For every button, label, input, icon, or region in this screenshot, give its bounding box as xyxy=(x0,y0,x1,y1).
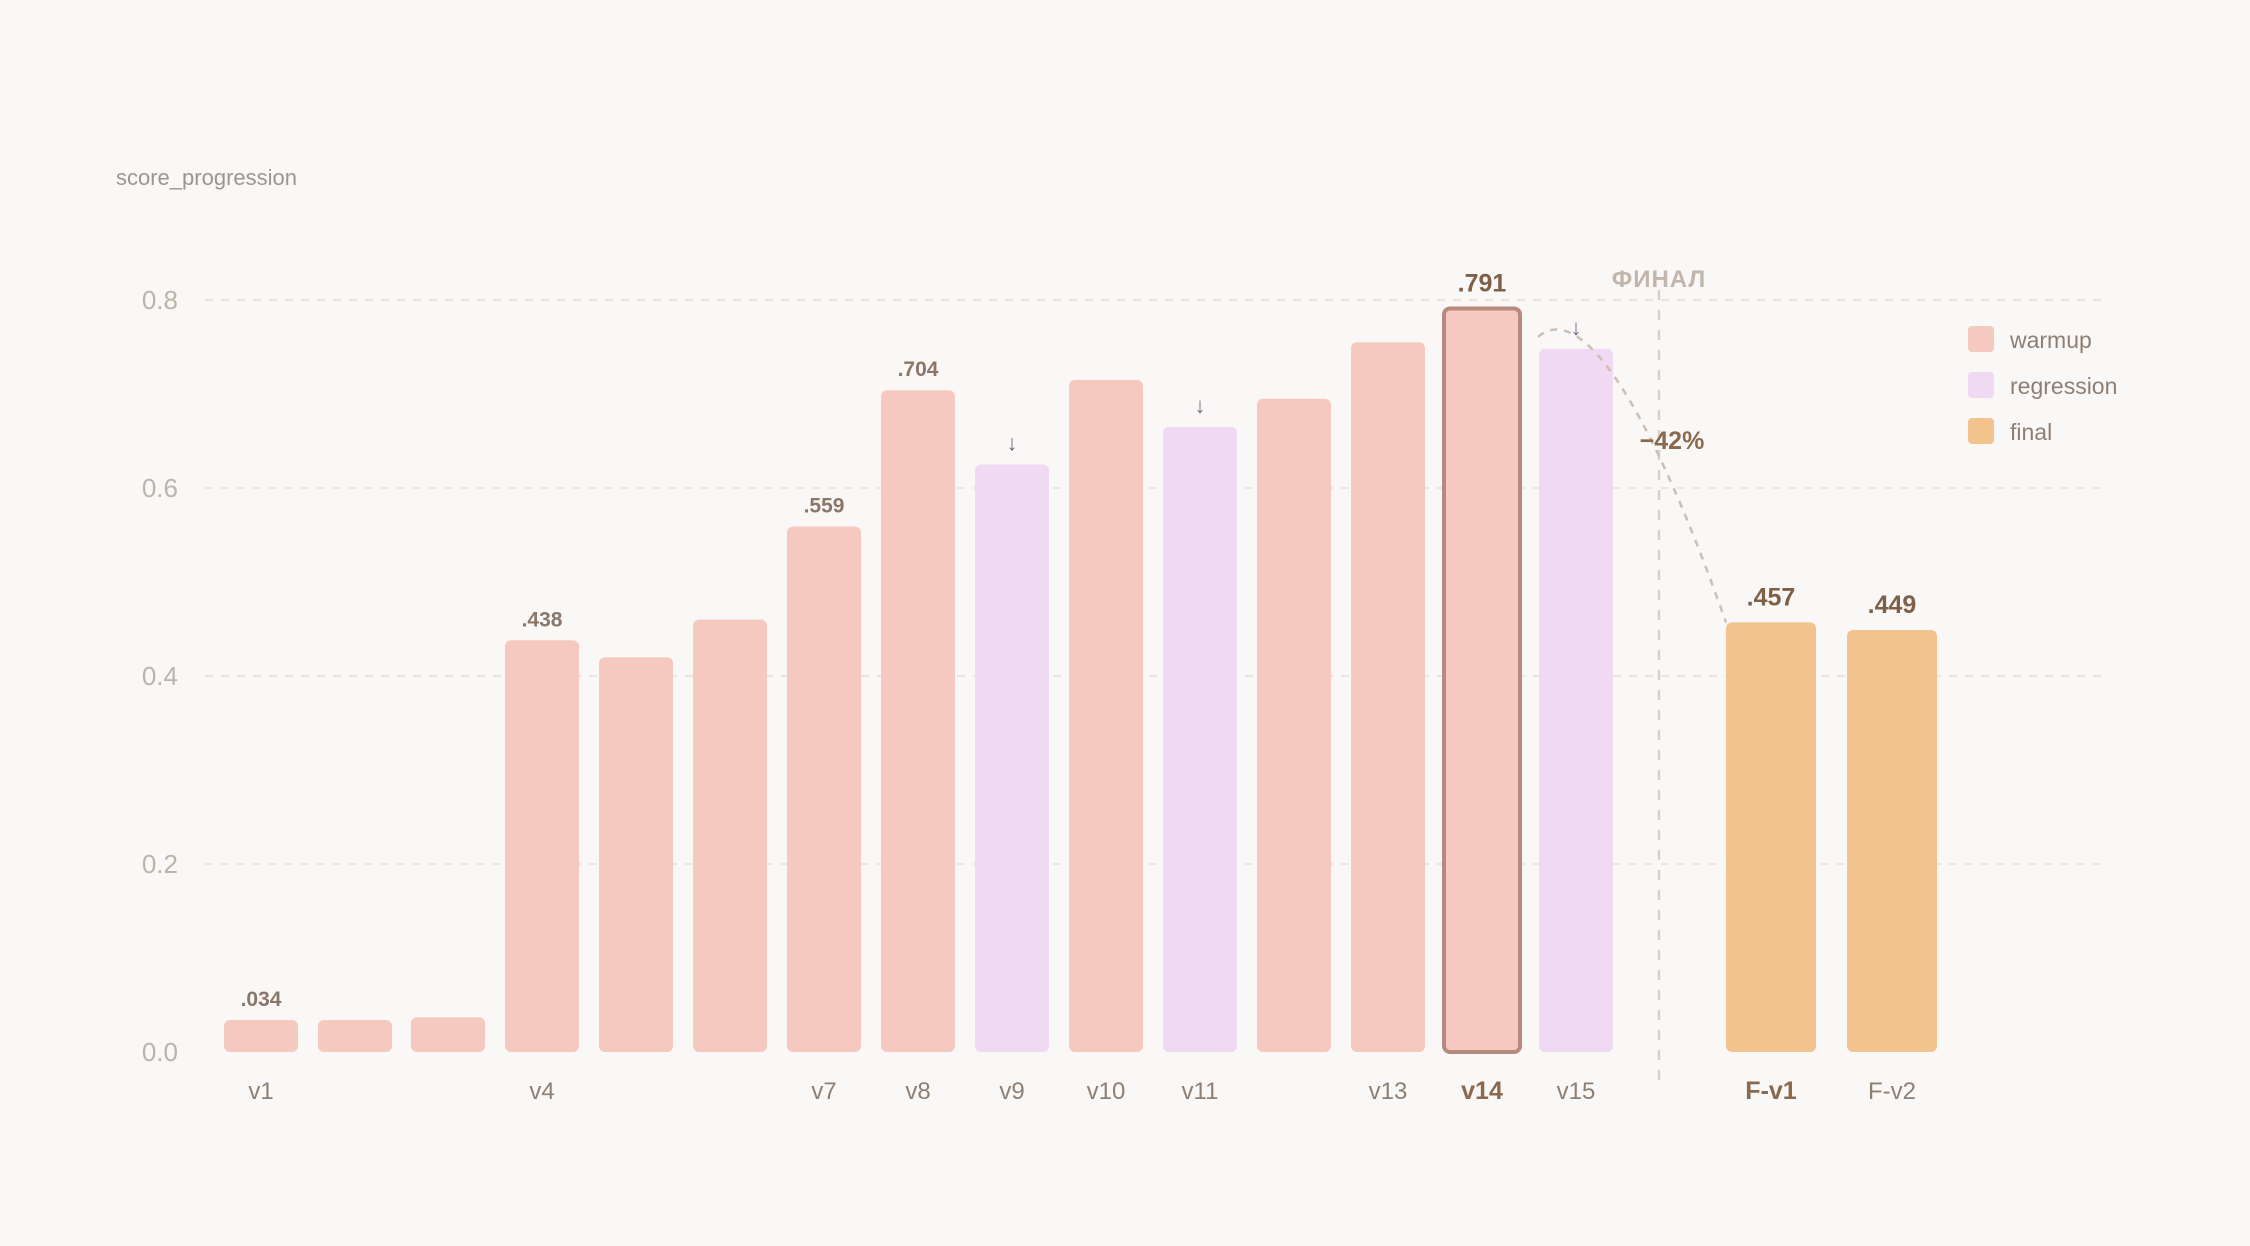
y-tick-label: 0.8 xyxy=(142,285,178,315)
x-tick-label: v1 xyxy=(248,1078,273,1105)
bar-value-label: .438 xyxy=(522,608,563,631)
bar-v14 xyxy=(1442,306,1522,1054)
bar-value-label: .791 xyxy=(1458,269,1507,297)
bar-value-label: .449 xyxy=(1868,591,1917,619)
bar-v13 xyxy=(1351,342,1425,1052)
bar-item-6 xyxy=(693,619,767,1052)
down-arrow-icon: ↓ xyxy=(1007,431,1018,456)
bar-value-label: .457 xyxy=(1747,583,1796,611)
down-arrow-icon: ↓ xyxy=(1571,315,1582,340)
x-tick-label: v11 xyxy=(1182,1078,1219,1105)
legend-label-regression: regression xyxy=(2010,373,2117,399)
x-tick-label: v9 xyxy=(999,1078,1024,1105)
legend-label-final: final xyxy=(2010,419,2052,445)
bar-v8 xyxy=(881,390,955,1052)
y-tick-label: 0.2 xyxy=(142,849,178,879)
bar-v11 xyxy=(1163,426,1237,1052)
bar-v9 xyxy=(975,464,1049,1052)
bar-item-5 xyxy=(599,657,673,1052)
x-tick-label: v8 xyxy=(905,1078,930,1105)
x-tick-label: v13 xyxy=(1369,1078,1408,1105)
x-tick-label: v7 xyxy=(811,1078,836,1105)
legend-swatch-final xyxy=(1968,418,1994,444)
bar-F-v1 xyxy=(1726,622,1816,1052)
y-tick-label: 0.4 xyxy=(142,661,178,691)
legend-label-warmup: warmup xyxy=(2009,327,2092,353)
chart-title: score_progression xyxy=(116,165,297,190)
x-tick-label: v10 xyxy=(1087,1078,1126,1105)
final-divider-label: ФИНАЛ xyxy=(1612,266,1707,293)
bar-item-3 xyxy=(411,1017,485,1052)
bar-value-label: .559 xyxy=(804,495,845,518)
x-tick-label: F-v2 xyxy=(1868,1078,1916,1105)
x-tick-label: v14 xyxy=(1461,1077,1503,1105)
bar-v4 xyxy=(505,640,579,1052)
bar-value-label: .034 xyxy=(241,988,282,1011)
x-tick-label: v15 xyxy=(1557,1078,1596,1105)
x-tick-label: v4 xyxy=(529,1078,554,1105)
bar-v7 xyxy=(787,526,861,1052)
bar-item-12 xyxy=(1257,398,1331,1052)
down-arrow-icon: ↓ xyxy=(1195,393,1206,418)
bar-F-v2 xyxy=(1847,629,1937,1052)
drop-arc xyxy=(1537,328,1728,623)
x-tick-label: F-v1 xyxy=(1745,1077,1797,1105)
legend-swatch-regression xyxy=(1968,372,1994,398)
delta-label: −42% xyxy=(1640,427,1705,455)
bar-v15 xyxy=(1539,348,1613,1052)
y-tick-label: 0.0 xyxy=(142,1037,178,1067)
bar-item-2 xyxy=(318,1020,392,1052)
bar-v10 xyxy=(1069,379,1143,1052)
bar-v1 xyxy=(224,1020,298,1052)
bar-value-label: .704 xyxy=(898,358,939,381)
y-tick-label: 0.6 xyxy=(142,473,178,503)
legend-swatch-warmup xyxy=(1968,326,1994,352)
